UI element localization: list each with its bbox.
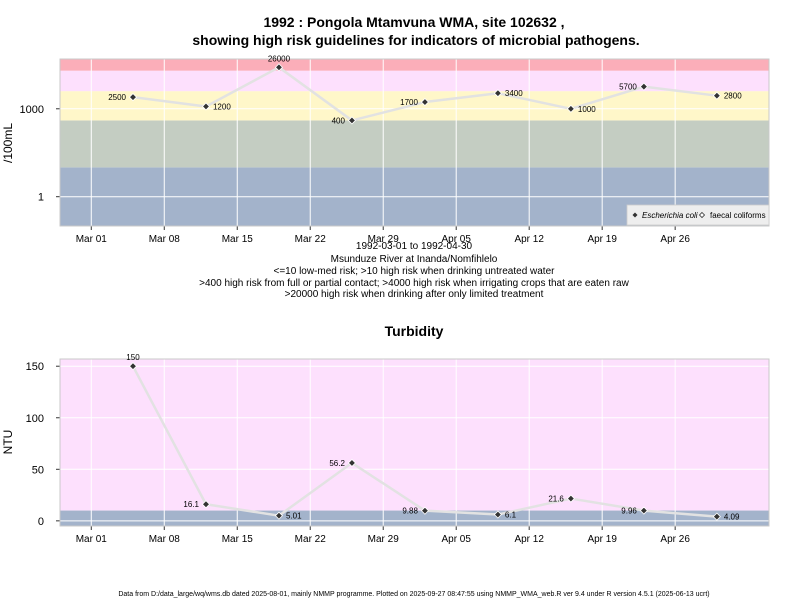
data-label: 9.96: [621, 507, 637, 516]
turbidity-plot: Mar 01 Mar 08 Mar 15 Mar 22 Mar 29 Apr 05 Apr …: [1, 353, 770, 545]
x-tick-label: Mar 15: [222, 234, 254, 245]
main-title-line2: showing high risk guidelines for indicat…: [192, 32, 639, 48]
main-title-line1: 1992 : Pongola Mtamvuna WMA, site 102632…: [263, 14, 564, 30]
y-tick-label: 1000: [20, 104, 44, 116]
subtitle-block: 1992-03-01 to 1992-04-30 Msunduze River …: [199, 241, 629, 300]
legend-marker-open: [698, 211, 706, 219]
data-point: [639, 506, 648, 515]
subtitle-line: 1992-03-01 to 1992-04-30: [356, 241, 473, 252]
data-point: [347, 458, 357, 467]
y-tick-label: 50: [32, 464, 44, 476]
x-tick-label: Mar 08: [149, 234, 181, 245]
y-tick-label: 1: [38, 192, 44, 204]
data-label: 56.2: [329, 459, 345, 468]
x-tick-label: Mar 29: [368, 534, 400, 545]
data-point: [493, 510, 502, 519]
footer-note: Data from D:/data_large/wq/wms.db dated …: [118, 591, 709, 598]
subtitle-line: <=10 low-med risk; >10 high risk when dr…: [274, 266, 556, 277]
data-point: [639, 82, 648, 91]
x-tick-label: Apr 05: [441, 234, 471, 245]
data-point: [274, 63, 284, 72]
data-point: [566, 494, 575, 503]
risk-band: [60, 120, 769, 168]
x-tick-label: Apr 19: [587, 534, 617, 545]
x-tick-label: Mar 22: [295, 234, 327, 245]
x-tick-label: Mar 15: [222, 534, 254, 545]
risk-band: [60, 359, 769, 511]
legend-marker-filled: [632, 212, 638, 218]
data-label: 16.1: [183, 500, 199, 509]
data-point: [493, 89, 502, 98]
x-tick-label: Apr 26: [660, 534, 690, 545]
x-tick-label: Apr 12: [514, 534, 544, 545]
data-label: 5700: [619, 83, 637, 92]
data-point: [201, 102, 211, 111]
data-label: 6.1: [505, 511, 517, 520]
subtitle-line: Msunduze River at Inanda/Nomfihlelo: [331, 254, 498, 265]
legend: Escherichia coli faecal coliforms: [626, 204, 770, 226]
plot-frame: [59, 58, 770, 227]
data-label: 150: [126, 353, 140, 362]
data-label: 400: [332, 116, 346, 125]
data-label: 9.88: [402, 507, 418, 516]
legend-label: Escherichia coli: [642, 211, 698, 220]
legend-box: [626, 204, 770, 226]
data-point: [712, 91, 721, 100]
data-label: 26000: [268, 54, 291, 63]
data-point: [274, 511, 284, 520]
data-label: 1000: [578, 105, 596, 114]
data-point: [420, 506, 429, 515]
x-tick-label: Mar 01: [76, 234, 108, 245]
subtitle-line: >20000 high risk when drinking after onl…: [285, 289, 544, 300]
x-tick-label: Apr 19: [587, 234, 617, 245]
data-point: [420, 97, 429, 107]
x-tick-label: Apr 26: [660, 234, 690, 245]
legend-label: faecal coliforms: [710, 211, 766, 220]
subtitle-line: >400 high risk from full or partial cont…: [199, 278, 629, 289]
x-tick-label: Mar 08: [149, 534, 181, 545]
data-label: 2500: [108, 93, 126, 102]
x-tick-label: Mar 22: [295, 534, 327, 545]
y-tick-label: 0: [38, 516, 44, 528]
data-label: 5.01: [286, 512, 302, 521]
risk-band: [60, 59, 769, 71]
data-point: [128, 93, 138, 102]
data-label: 4.09: [724, 513, 740, 522]
x-tick-label: Apr 05: [441, 534, 471, 545]
y-tick-label: 100: [26, 413, 44, 425]
x-tick-label: Mar 01: [76, 534, 108, 545]
data-label: 2800: [724, 92, 742, 101]
plot-frame: [59, 358, 770, 527]
x-tick-label: Mar 29: [368, 234, 400, 245]
data-point: [128, 362, 138, 371]
data-label: 1200: [213, 102, 231, 111]
y-axis-label: NTU: [1, 430, 15, 455]
x-tick-label: Apr 12: [514, 234, 544, 245]
data-label: 3400: [505, 89, 523, 98]
data-label: 21.6: [548, 495, 564, 504]
data-label: 1700: [400, 98, 418, 107]
microbial-plot: Mar 01 Mar 08 Mar 15 Mar 22 Mar 29 Apr 05 Apr …: [1, 54, 770, 245]
turbidity-title: Turbidity: [385, 323, 444, 339]
data-point: [347, 116, 357, 125]
data-point: [201, 500, 211, 509]
y-axis-label: /100mL: [1, 123, 15, 163]
data-point: [566, 104, 575, 113]
data-point: [712, 512, 721, 521]
y-tick-label: 150: [26, 361, 44, 373]
